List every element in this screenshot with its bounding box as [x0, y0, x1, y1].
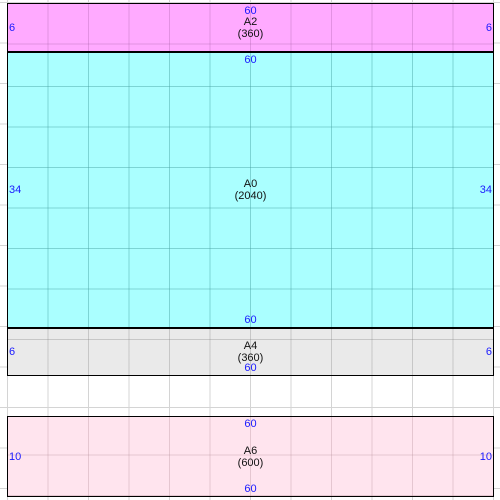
a4-name: A4	[243, 340, 258, 352]
a4-area: (360)	[237, 352, 264, 364]
a0-top-dimension: 60	[244, 54, 257, 66]
a6-top-dimension: 60	[244, 418, 257, 430]
a6-name: A6	[243, 444, 258, 457]
a2-right-dimension: 6	[485, 21, 492, 34]
a0-label: A0 (2040)	[8, 178, 493, 202]
a6-right-dimension: 10	[479, 450, 492, 463]
a6-area: (600)	[237, 456, 264, 469]
a6-label: A6 (600)	[8, 445, 493, 469]
a2-label: A2 (360)	[8, 16, 493, 40]
a0-left-dimension: 34	[9, 184, 22, 196]
a4-right-dimension: 6	[485, 346, 492, 358]
a2-left-dimension: 6	[9, 21, 16, 34]
a2-area: (360)	[237, 27, 264, 40]
region-a4[interactable]: 60 6 6 A4 (360)	[7, 328, 494, 376]
a4-left-dimension: 6	[9, 346, 16, 358]
a6-bottom-dimension: 60	[244, 483, 257, 495]
region-a0[interactable]: 60 60 34 34 A0 (2040)	[7, 52, 494, 328]
region-a6[interactable]: 60 60 10 10 A6 (600)	[7, 416, 494, 497]
a0-bottom-dimension: 60	[244, 314, 257, 326]
a2-top-dimension: 60	[244, 5, 257, 17]
a0-name: A0	[243, 178, 258, 190]
a4-label: A4 (360)	[8, 340, 493, 364]
a6-left-dimension: 10	[9, 450, 22, 463]
a4-bottom-dimension: 60	[244, 362, 257, 374]
a0-area: (2040)	[234, 190, 267, 202]
a0-right-dimension: 34	[479, 184, 492, 196]
region-a2[interactable]: 60 6 6 A2 (360)	[7, 3, 494, 52]
a2-name: A2	[243, 15, 258, 28]
